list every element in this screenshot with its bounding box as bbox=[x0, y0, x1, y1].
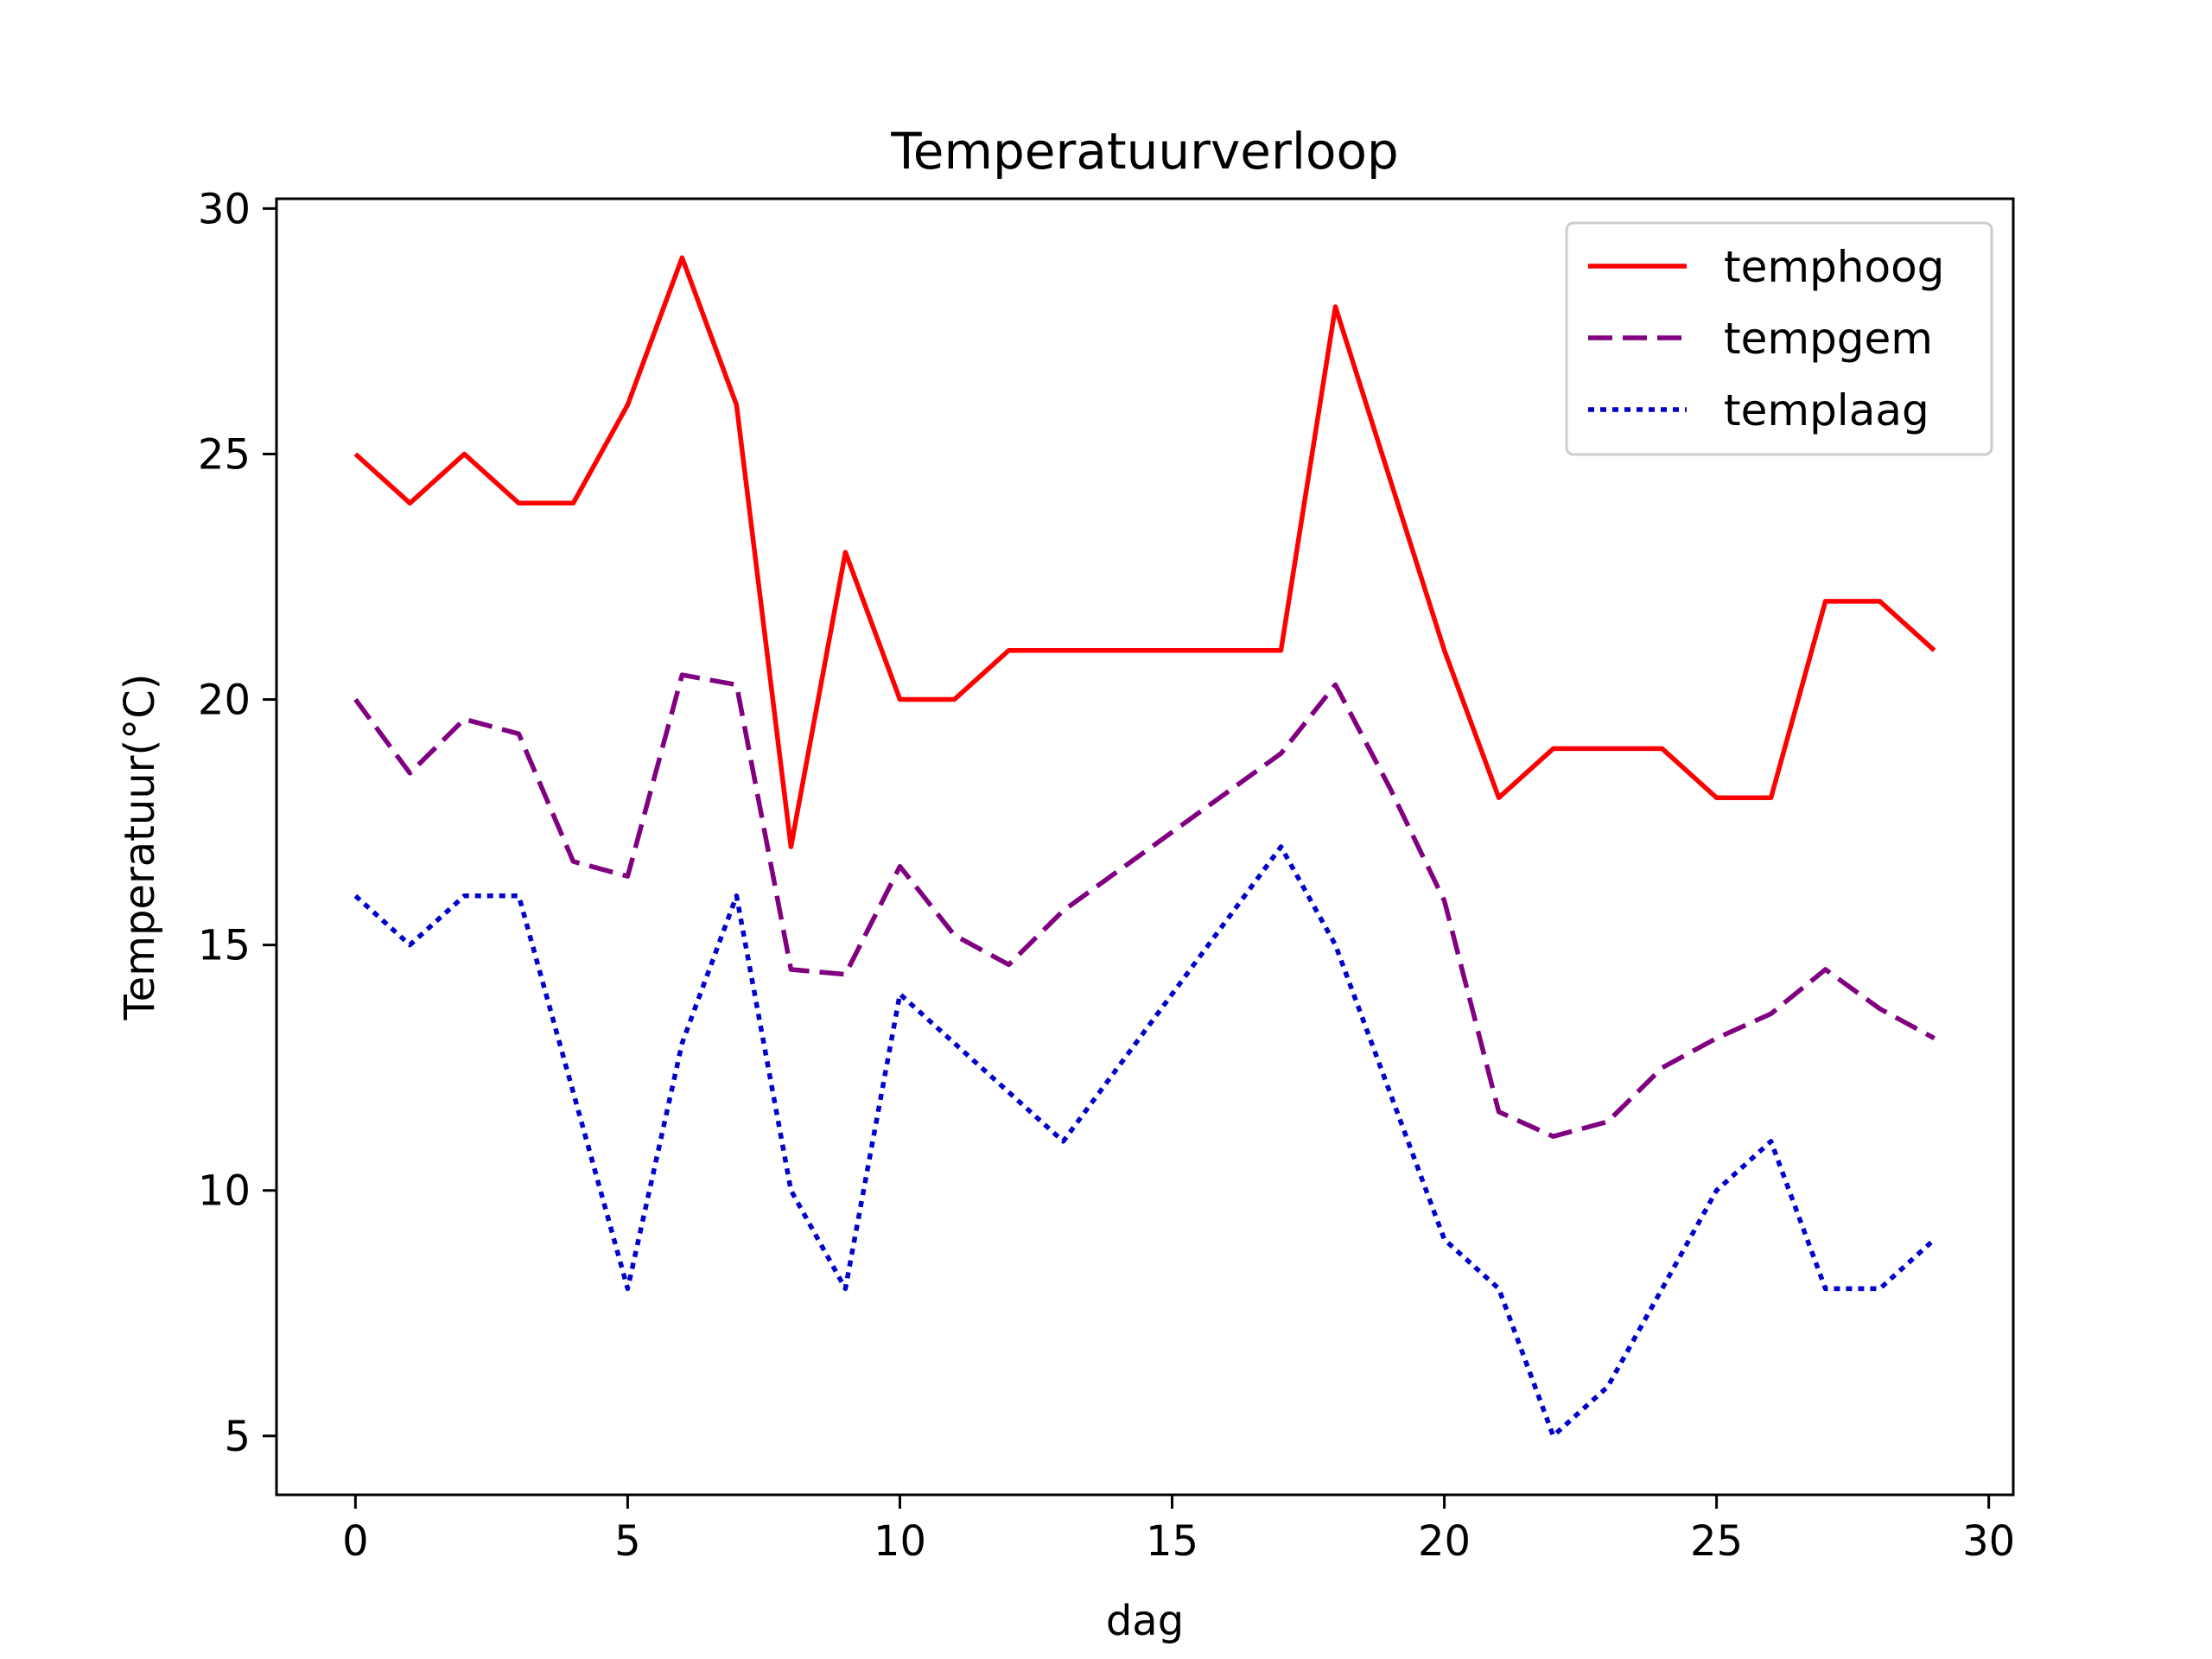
y-tick-label: 5 bbox=[224, 1413, 251, 1461]
plot-area-frame bbox=[275, 197, 2015, 1497]
y-axis-label: Temperatuur(°C) bbox=[116, 674, 164, 1021]
x-tick-label: 15 bbox=[1146, 1517, 1198, 1566]
x-tick-label: 20 bbox=[1418, 1517, 1471, 1566]
x-tick-label: 0 bbox=[342, 1517, 369, 1566]
legend-label-tempgem: tempgem bbox=[1724, 314, 1933, 364]
x-tick-label: 25 bbox=[1690, 1517, 1743, 1566]
series-line-tempgem bbox=[353, 672, 1936, 1139]
y-tick-label: 25 bbox=[198, 430, 251, 479]
series-line-templaag bbox=[353, 844, 1936, 1439]
x-tick-label: 5 bbox=[614, 1517, 641, 1566]
chart-title: Temperatuurverloop bbox=[890, 122, 1399, 181]
x-tick-label: 30 bbox=[1962, 1517, 2015, 1566]
legend-label-templaag: templaag bbox=[1724, 385, 1929, 435]
series-line-temphoog bbox=[353, 255, 1936, 849]
y-tick-label: 15 bbox=[198, 922, 251, 970]
x-axis-label: dag bbox=[1106, 1597, 1184, 1645]
y-tick-label: 30 bbox=[198, 185, 251, 233]
y-axis-ticks: 5 10 15 20 25 30 bbox=[198, 185, 276, 1461]
legend-label-temphoog: temphoog bbox=[1724, 242, 1944, 292]
series-layer bbox=[353, 255, 1936, 1439]
x-axis-ticks: 0 5 10 15 20 25 30 bbox=[342, 1495, 2015, 1566]
x-tick-label: 10 bbox=[874, 1517, 926, 1566]
legend-box bbox=[1565, 221, 1993, 456]
y-tick-label: 10 bbox=[198, 1167, 251, 1216]
y-tick-label: 20 bbox=[198, 677, 251, 725]
legend: temphoog tempgem templaag bbox=[1565, 221, 1993, 456]
